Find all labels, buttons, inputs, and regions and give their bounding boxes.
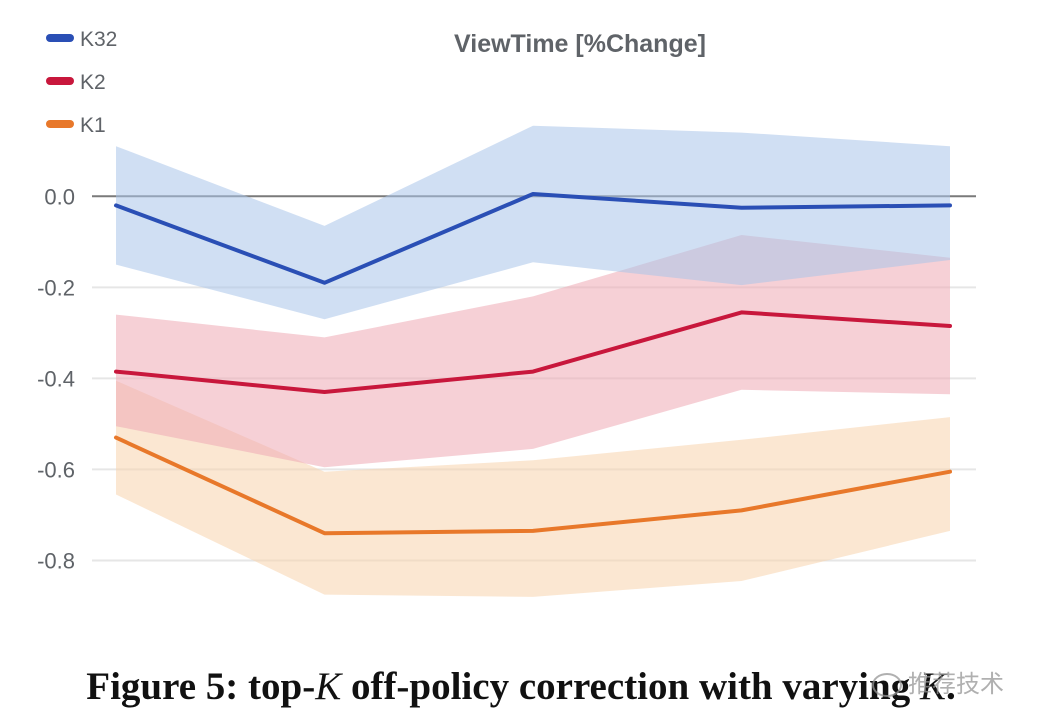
wechat-icon — [872, 673, 902, 697]
legend: K32 K2 K1 — [46, 28, 117, 137]
y-tick-label: -0.6 — [37, 457, 75, 482]
caption-var-k: K — [315, 665, 342, 708]
band-k2 — [116, 235, 950, 468]
caption-suffix: . — [945, 665, 956, 708]
watermark-text: 推荐技术 — [908, 670, 1004, 698]
caption-var-k-2: K — [919, 665, 946, 708]
series-lines — [114, 192, 952, 536]
figure-caption: Figure 5: top-K off-policy correction wi… — [0, 664, 1042, 709]
caption-prefix: Figure 5: top- — [86, 665, 316, 708]
legend-label-k32: K32 — [80, 28, 117, 51]
y-tick-label: -0.2 — [37, 275, 75, 300]
y-axis-ticks: 0.0 -0.2 -0.4 -0.6 -0.8 — [37, 184, 75, 573]
y-tick-label: -0.8 — [37, 548, 75, 573]
watermark: 推荐技术 — [872, 664, 1004, 699]
confidence-bands — [116, 125, 950, 597]
legend-label-k1: K1 — [80, 114, 106, 137]
band-k1 — [116, 380, 950, 597]
chart-title: ViewTime [%Change] — [454, 30, 706, 58]
band-k32 — [116, 125, 950, 320]
y-tick-label: 0.0 — [44, 184, 75, 209]
legend-label-k2: K2 — [80, 71, 106, 94]
y-tick-label: -0.4 — [37, 366, 75, 391]
caption-middle: off-policy correction with varying — [341, 665, 920, 708]
